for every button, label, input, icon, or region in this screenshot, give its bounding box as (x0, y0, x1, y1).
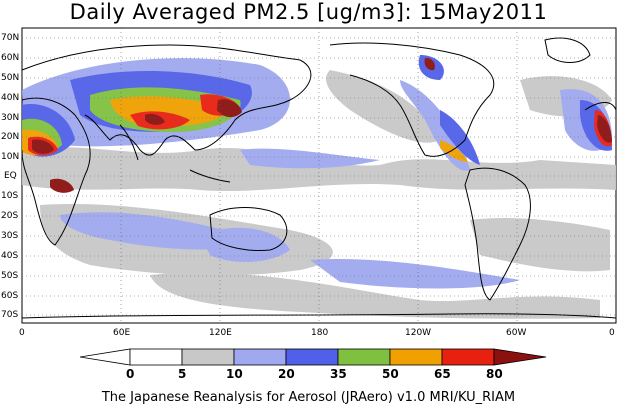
lat-tick-label: 60S (1, 291, 19, 301)
lon-tick-label: 120W (405, 328, 432, 338)
colorbar-label: 10 (226, 367, 243, 381)
lat-tick-label: 20S (1, 211, 19, 221)
lat-tick-label: 10N (1, 152, 20, 162)
lon-tick-label: 60W (506, 328, 527, 338)
lon-tick-label: 60E (113, 328, 131, 338)
lat-tick-label: 40N (1, 93, 20, 103)
lat-tick-label: 70N (1, 33, 20, 43)
lon-tick-label: 180 (311, 328, 329, 338)
colorbar-label: 35 (330, 367, 347, 381)
lat-tick-label: 20N (1, 132, 20, 142)
colorbar-label: 65 (434, 367, 451, 381)
lat-tick-label: 50N (1, 73, 20, 83)
colorbar-label: 80 (486, 367, 503, 381)
lat-tick-label: 10S (1, 191, 19, 201)
colorbar-label: 0 (126, 367, 135, 381)
lat-tick-label: 30N (1, 113, 20, 123)
credit-line: The Japanese Reanalysis for Aerosol (JRA… (101, 390, 516, 405)
colorbar-label: 50 (382, 367, 399, 381)
lat-tick-label: 70S (1, 310, 19, 320)
coastlines (21, 37, 617, 319)
map-title: Daily Averaged PM2.5 [ug/m3]: 15May2011 (69, 0, 548, 24)
grid-lines (22, 28, 616, 323)
lat-tick-label: 40S (1, 251, 19, 261)
lat-tick-label: 60N (1, 53, 20, 63)
lat-tick-label: 30S (1, 231, 19, 241)
colorbar-label: 5 (178, 367, 187, 381)
colorbar-label: 20 (278, 367, 295, 381)
lat-tick-label: 50S (1, 271, 19, 281)
lon-tick-label: 120E (209, 328, 232, 338)
colorbar (79, 348, 547, 366)
lon-tick-label: 0 (19, 328, 25, 338)
lat-tick-label: EQ (4, 171, 17, 181)
lon-tick-label: 0 (609, 328, 615, 338)
